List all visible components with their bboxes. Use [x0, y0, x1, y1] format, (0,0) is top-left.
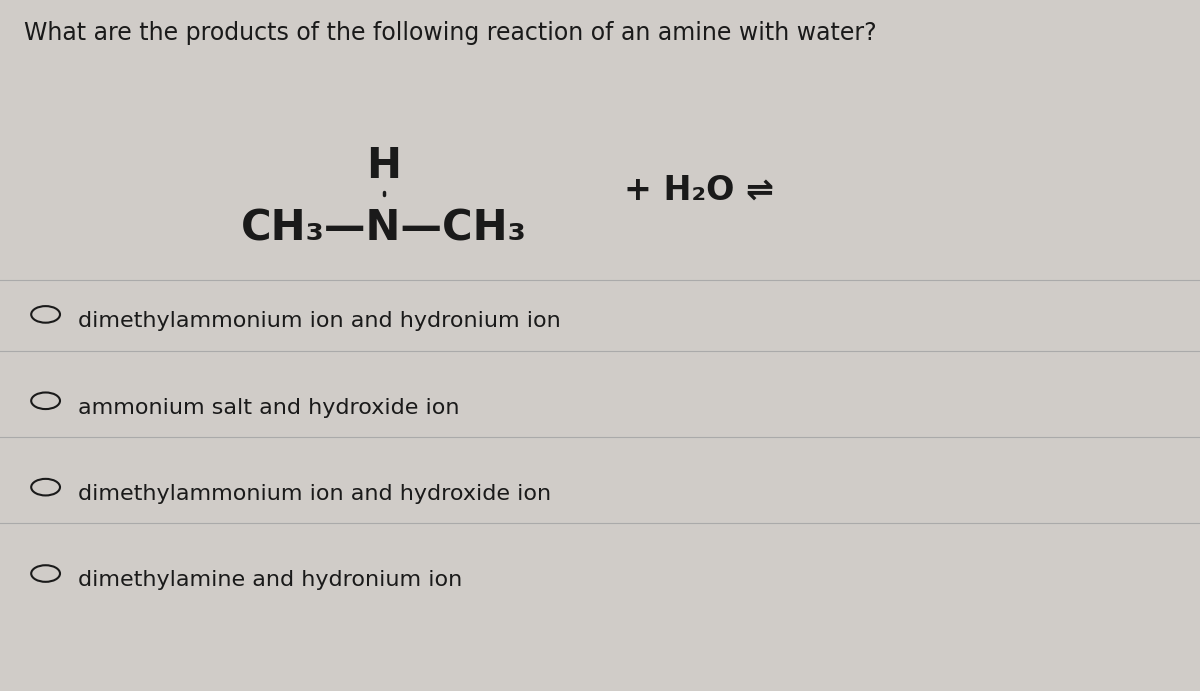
- Text: dimethylammonium ion and hydroxide ion: dimethylammonium ion and hydroxide ion: [78, 484, 551, 504]
- Text: + H₂O ⇌: + H₂O ⇌: [624, 173, 774, 207]
- Text: dimethylamine and hydronium ion: dimethylamine and hydronium ion: [78, 571, 462, 590]
- Text: What are the products of the following reaction of an amine with water?: What are the products of the following r…: [24, 21, 877, 45]
- Text: H: H: [366, 145, 402, 187]
- Text: CH₃—N—CH₃: CH₃—N—CH₃: [241, 207, 527, 249]
- Text: dimethylammonium ion and hydronium ion: dimethylammonium ion and hydronium ion: [78, 312, 560, 331]
- Text: ammonium salt and hydroxide ion: ammonium salt and hydroxide ion: [78, 398, 460, 417]
